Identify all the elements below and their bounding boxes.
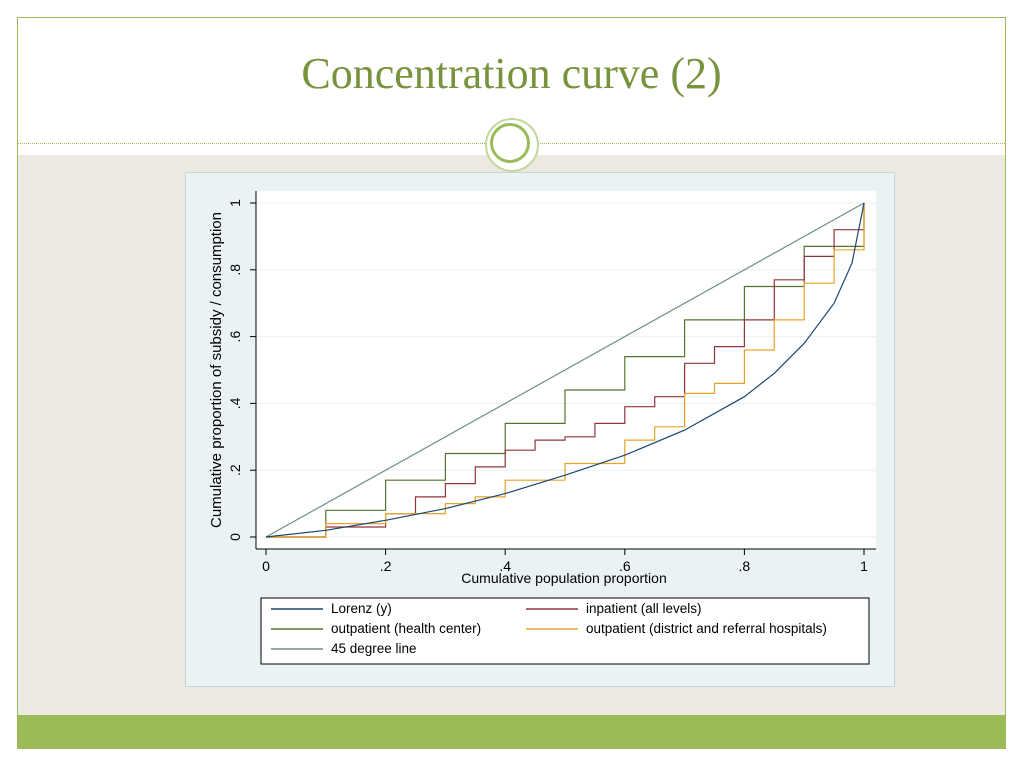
legend-label: Lorenz (y) xyxy=(331,601,392,616)
slide-title: Concentration curve (2) xyxy=(301,49,722,98)
x-tick-label: .6 xyxy=(619,558,631,574)
legend-label: outpatient (district and referral hospit… xyxy=(586,621,827,636)
x-tick-label: .2 xyxy=(380,558,392,574)
series-line xyxy=(265,202,865,538)
y-tick-label: .4 xyxy=(227,397,243,409)
chart-container: 0 .2 .4 .6 .8 1 0 .2 .4 .6 .8 1 Cumulative populati… xyxy=(185,172,895,687)
series-line xyxy=(266,203,865,538)
x-tick-label: .4 xyxy=(499,558,511,574)
legend-label: 45 degree line xyxy=(331,641,417,656)
y-tick-label: .8 xyxy=(227,264,243,276)
circle-ornament-outer-ring xyxy=(485,118,539,172)
x-tick-label: .8 xyxy=(739,558,751,574)
slide-frame xyxy=(17,17,1006,749)
series-line xyxy=(265,202,865,538)
footer-bar xyxy=(18,715,1005,748)
series-lines xyxy=(265,202,865,538)
legend-label: outpatient (health center) xyxy=(331,621,481,636)
legend-label: inpatient (all levels) xyxy=(586,601,702,616)
x-tick-label: 1 xyxy=(860,558,868,574)
grid-lines xyxy=(256,202,876,538)
axes xyxy=(255,191,876,550)
y-tick-label: .2 xyxy=(227,464,243,476)
series-line xyxy=(266,203,865,538)
x-axis-label: Cumulative population proportion xyxy=(461,570,666,586)
y-tick-label: 1 xyxy=(227,199,243,207)
series-line xyxy=(266,203,865,538)
y-axis-label: Cumulative proportion of subsidy / consu… xyxy=(208,212,225,528)
y-tick-label: 0 xyxy=(227,533,243,541)
ticks: 0 .2 .4 .6 .8 1 0 .2 .4 .6 .8 1 xyxy=(227,199,868,574)
y-tick-label: .6 xyxy=(227,331,243,343)
circle-ornament-inner-ring xyxy=(490,123,530,163)
concentration-chart: 0 .2 .4 .6 .8 1 0 .2 .4 .6 .8 1 Cumulative populati… xyxy=(208,191,876,665)
legend: Lorenz (y) inpatient (all levels) outpatie… xyxy=(271,601,827,656)
x-tick-label: 0 xyxy=(262,558,270,574)
